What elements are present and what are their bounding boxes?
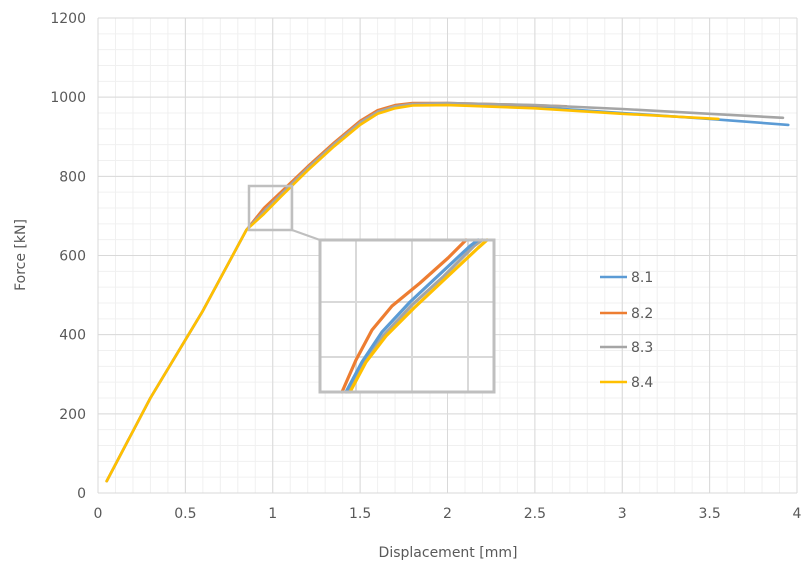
legend: 8.1 8.2 8.3 8.4 [600,270,653,391]
zoom-curve [340,238,468,394]
x-tick-label: 4 [793,506,801,522]
zoom-inset [247,184,496,394]
x-tick-label: 3 [618,506,627,522]
zoom-curve [344,238,480,394]
y-tick-label: 800 [59,169,86,185]
series-lines [105,101,790,483]
series-line-8-4 [105,103,720,483]
zoom-curve [348,238,489,394]
x-tick-labels: 0 0.5 1 1.5 2 2.5 3 3.5 4 [94,506,801,522]
legend-label-8-2: 8.2 [631,306,653,322]
legend-label-8-1: 8.1 [631,270,653,286]
x-tick-label: 1.5 [349,506,371,522]
zoom-source-box [247,184,294,232]
y-tick-label: 200 [59,407,86,423]
x-tick-label: 0 [94,506,103,522]
x-tick-label: 0.5 [174,506,196,522]
x-tick-label: 3.5 [698,506,720,522]
y-tick-label: 400 [59,328,86,344]
y-tick-labels: 0 200 400 600 800 1000 1200 [50,11,86,502]
zoom-inset-border [318,238,496,394]
y-tick-label: 1000 [50,90,86,106]
zoom-curve [346,238,484,394]
y-tick-label: 0 [77,486,86,502]
y-axis-title: Force [kN] [13,219,29,291]
zoom-connector [291,229,321,241]
x-tick-label: 1 [268,506,277,522]
y-tick-label: 1200 [50,11,86,27]
x-tick-label: 2.5 [524,506,546,522]
legend-label-8-3: 8.3 [631,340,653,356]
x-axis-title: Displacement [mm] [379,545,518,561]
y-tick-label: 600 [59,249,86,265]
legend-label-8-4: 8.4 [631,375,653,391]
x-tick-label: 2 [443,506,452,522]
